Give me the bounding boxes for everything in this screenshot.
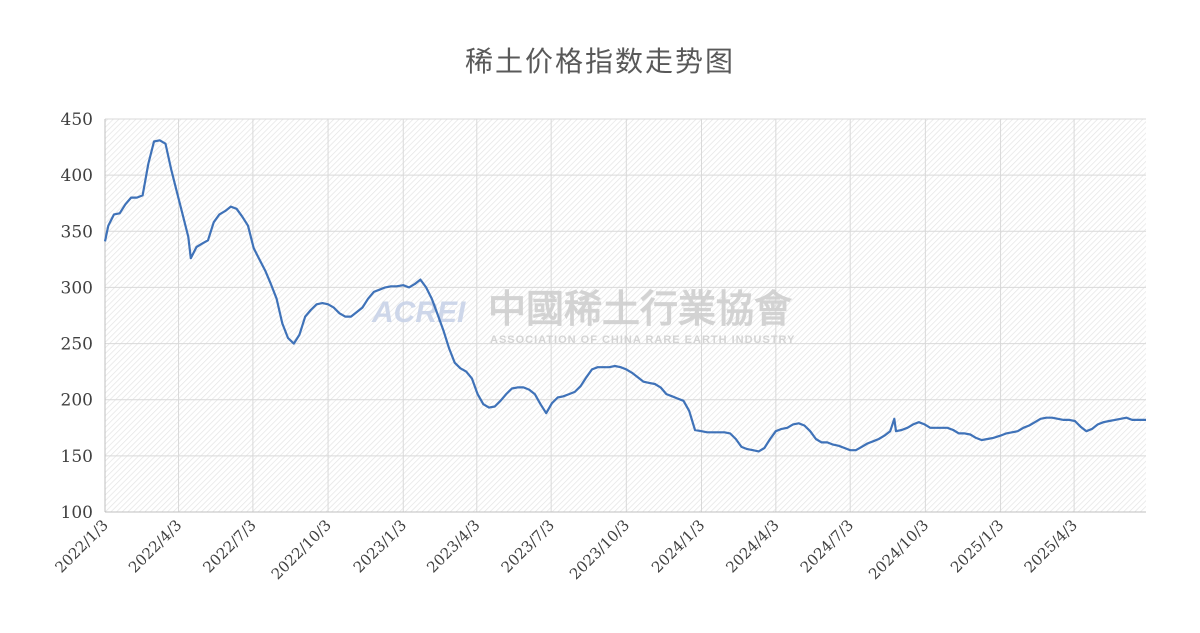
x-tick-label: 2022/10/3 (268, 516, 335, 583)
series-layer (103, 139, 1146, 453)
y-tick-label: 200 (61, 391, 93, 411)
x-tick-label: 2022/7/3 (199, 516, 259, 576)
watermark-logo: ACREI (371, 296, 466, 329)
y-tick-label: 100 (61, 503, 93, 523)
y-tick-label: 150 (61, 447, 93, 467)
x-tick-label: 2022/4/3 (125, 516, 185, 576)
x-tick-label: 2022/1/3 (51, 516, 111, 576)
y-tick-label: 250 (61, 335, 93, 355)
y-tick-label: 450 (61, 110, 93, 130)
x-tick-label: 2023/7/3 (498, 516, 558, 576)
x-tick-label: 2024/1/3 (648, 516, 708, 576)
x-tick-label: 2023/10/3 (566, 516, 633, 583)
x-tick-label: 2024/10/3 (865, 516, 932, 583)
chart-title: 稀土价格指数走势图 (464, 45, 735, 78)
y-tick-label: 350 (61, 222, 93, 242)
watermark-english-text: ASSOCIATION OF CHINA RARE EARTH INDUSTRY (490, 334, 795, 346)
x-tick-label: 2025/4/3 (1021, 516, 1081, 576)
x-tick-label: 2024/7/3 (797, 516, 857, 576)
x-tick-label: 2025/1/3 (947, 516, 1007, 576)
axes (104, 119, 1146, 513)
y-tick-label: 300 (61, 278, 93, 298)
x-tick-labels: 2022/1/3 2022/4/3 2022/7/3 2022/10/3 2023/1/… (51, 516, 1080, 583)
x-tick-label: 2023/4/3 (423, 516, 483, 576)
watermark-chinese-text: 中國稀土行業協會 (488, 286, 793, 331)
gridlines (104, 118, 1146, 513)
watermark: ACREI 中國稀土行業協會 ASSOCIATION OF CHINA RARE… (371, 286, 795, 346)
x-tick-label: 2023/1/3 (350, 516, 410, 576)
x-tick-label: 2024/4/3 (722, 516, 782, 576)
y-tick-labels: 100 150 200 250 300 350 400 450 (61, 110, 93, 523)
y-tick-label: 400 (61, 166, 93, 186)
plot-area (105, 119, 1146, 512)
series-line (103, 139, 1146, 453)
